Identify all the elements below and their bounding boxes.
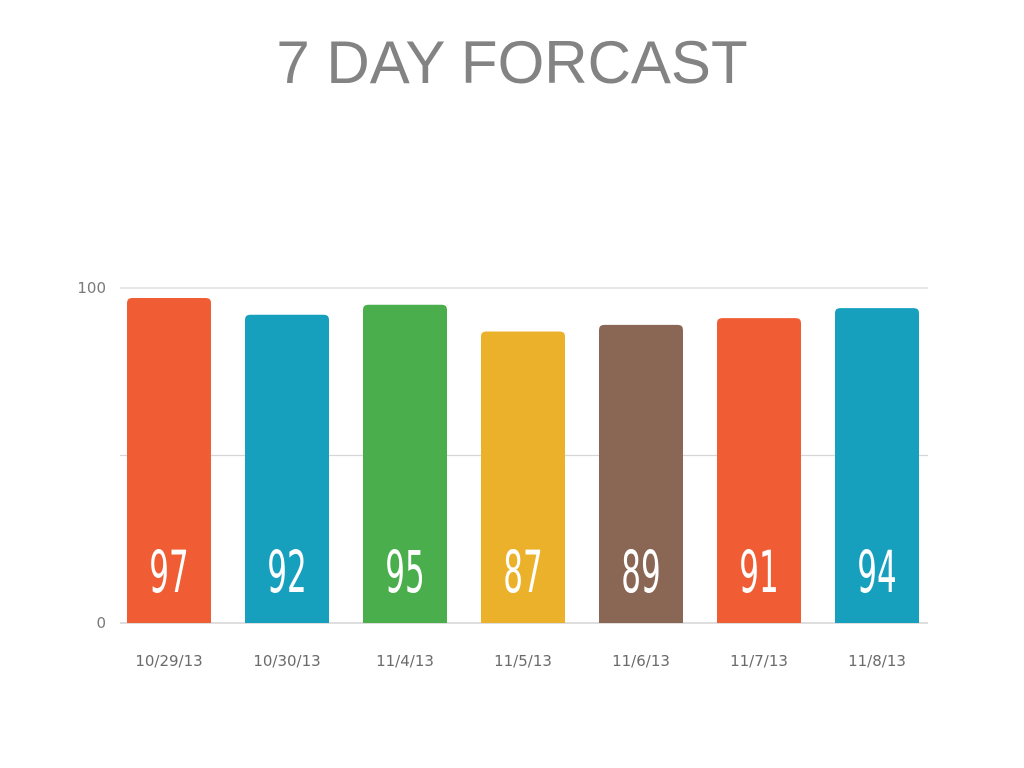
bar-value-label: 89 <box>621 538 660 605</box>
x-category-label: 11/4/13 <box>376 652 434 670</box>
bar <box>245 314 329 623</box>
bar <box>363 304 447 623</box>
x-category-label: 11/7/13 <box>730 652 788 670</box>
bar <box>717 318 801 623</box>
x-category-label: 10/30/13 <box>253 652 320 670</box>
bar-value-label: 97 <box>149 538 188 605</box>
bar <box>127 298 211 623</box>
bar-value-label: 87 <box>503 538 542 605</box>
chart-title: 7 DAY FORCAST <box>276 29 748 96</box>
bar-value-label: 92 <box>267 538 306 605</box>
bar-value-label: 91 <box>739 538 778 605</box>
x-category-label: 11/8/13 <box>848 652 906 670</box>
x-category-label: 11/6/13 <box>612 652 670 670</box>
bar <box>599 324 683 623</box>
y-tick-label: 0 <box>96 614 106 632</box>
y-tick-label: 100 <box>77 279 106 297</box>
bar <box>835 308 919 623</box>
bar-value-label: 95 <box>385 538 424 605</box>
bar-value-label: 94 <box>857 538 896 605</box>
x-category-label: 10/29/13 <box>135 652 202 670</box>
bar <box>481 331 565 623</box>
x-category-label: 11/5/13 <box>494 652 552 670</box>
